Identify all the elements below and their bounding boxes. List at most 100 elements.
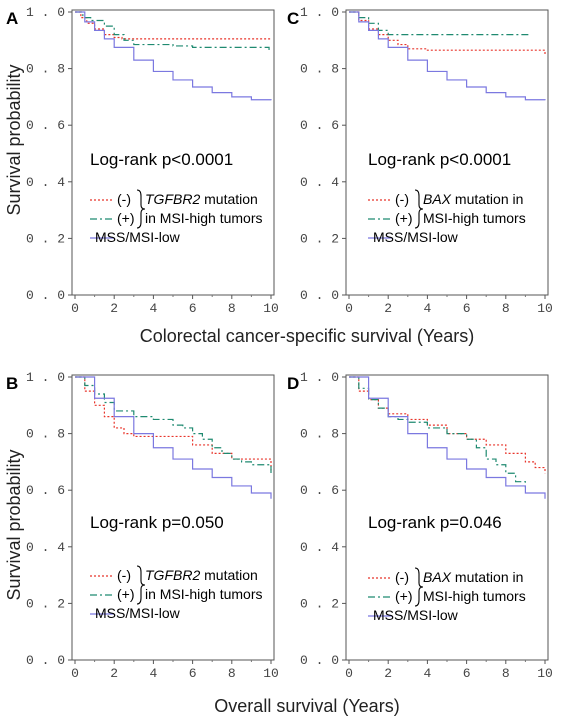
legend-prefix: (+) (117, 210, 135, 226)
legend-rest: mutation in (451, 191, 523, 207)
y-tick-label: 0 . 6 (300, 483, 339, 498)
y-tick-label: 0 . 2 (26, 596, 65, 611)
x-tick-label: 8 (228, 666, 236, 681)
survival-curve-solid (349, 376, 546, 499)
y-tick-label: 0 . 0 (300, 653, 339, 668)
x-tick-label: 0 (71, 301, 79, 316)
x-tick-label: 8 (502, 666, 510, 681)
x-tick-label: 8 (502, 301, 510, 316)
legend-prefix: (-) (395, 569, 409, 585)
legend-brace (136, 565, 146, 605)
survival-curve-solid (75, 376, 272, 499)
y-tick-label: 0 . 4 (300, 540, 339, 555)
y-tick-label: 0 . 8 (26, 427, 65, 442)
x-axis-title-bottom: Overall survival (Years) (214, 696, 399, 716)
legend-gene: TGFBR2 (145, 567, 200, 583)
x-tick-label: 0 (345, 666, 353, 681)
panel-a: A 0 . 0 0 . 2 0 . 4 0 . 6 0 . 8 1 . 0 0 2 4 6 8 10 Lo… (6, 5, 279, 316)
x-tick-label: 10 (537, 301, 553, 316)
legend-label: MSS/MSI-low (95, 229, 181, 245)
legend-brace (414, 189, 424, 229)
x-tick-label: 8 (228, 301, 236, 316)
x-tick-label: 4 (149, 666, 157, 681)
x-tick-label: 6 (463, 301, 471, 316)
y-tick-label: 0 . 4 (300, 175, 339, 190)
survival-curve-solid (349, 11, 546, 101)
legend-label: MSS/MSI-low (373, 607, 459, 623)
x-tick-label: 6 (463, 666, 471, 681)
x-tick-label: 2 (110, 301, 118, 316)
logrank-annotation: Log-rank p=0.046 (368, 513, 502, 532)
panel-letter: D (287, 374, 299, 393)
y-tick-label: 0 . 8 (26, 62, 65, 77)
x-tick-label: 0 (71, 666, 79, 681)
legend-prefix: (-) (117, 191, 131, 207)
survival-curve-dashdot (349, 11, 530, 36)
survival-curve-dashdot (349, 376, 526, 488)
panel-letter: C (287, 9, 299, 28)
survival-curve-solid (75, 11, 272, 101)
y-tick-label: 1 . 0 (26, 370, 65, 385)
legend-gene: BAX (423, 191, 452, 207)
y-axis-title-bottom: Survival probability (4, 449, 24, 600)
y-tick-label: 0 . 2 (300, 596, 339, 611)
x-tick-label: 0 (345, 301, 353, 316)
legend-prefix: (-) (395, 191, 409, 207)
legend-brace (136, 189, 146, 229)
logrank-annotation: Log-rank p=0.050 (90, 513, 224, 532)
y-tick-label: 0 . 2 (26, 231, 65, 246)
x-tick-label: 4 (423, 301, 431, 316)
legend-label: MSS/MSI-low (373, 229, 459, 245)
panel-letter: A (6, 9, 18, 28)
x-tick-label: 10 (263, 666, 279, 681)
logrank-annotation: Log-rank p<0.0001 (368, 150, 511, 169)
legend-label: in MSI-high tumors (145, 586, 262, 602)
x-tick-label: 10 (263, 301, 279, 316)
x-tick-label: 4 (423, 666, 431, 681)
x-tick-label: 2 (110, 666, 118, 681)
legend-label: TGFBR2 mutation (145, 567, 258, 583)
legend-rest: mutation (200, 191, 258, 207)
panel-letter: B (6, 374, 18, 393)
panel-c: C 0 . 0 0 . 2 0 . 4 0 . 6 0 . 8 1 . 0 0 2 4 6 8 10 Lo… (287, 5, 553, 316)
legend-label: BAX mutation in (423, 569, 523, 585)
y-tick-label: 0 . 4 (26, 175, 65, 190)
panel-d: D 0 . 0 0 . 2 0 . 4 0 . 6 0 . 8 1 . 0 0 2 4 6 8 10 Lo… (287, 370, 553, 681)
legend-prefix: (+) (117, 586, 135, 602)
x-tick-label: 2 (384, 301, 392, 316)
legend-rest: mutation (200, 567, 258, 583)
y-tick-label: 1 . 0 (26, 5, 65, 20)
legend-brace (414, 567, 424, 607)
x-tick-label: 6 (189, 666, 197, 681)
x-axis-title-top: Colorectal cancer-specific survival (Yea… (140, 326, 474, 346)
survival-curve-dotted (75, 11, 271, 40)
x-tick-label: 4 (149, 301, 157, 316)
y-tick-label: 0 . 6 (300, 118, 339, 133)
legend-label: MSS/MSI-low (95, 605, 181, 621)
legend-prefix: (+) (395, 210, 413, 226)
panels-group: A 0 . 0 0 . 2 0 . 4 0 . 6 0 . 8 1 . 0 0 2 4 6 8 10 Lo… (6, 5, 553, 681)
y-tick-label: 0 . 0 (26, 653, 65, 668)
legend-gene: BAX (423, 569, 452, 585)
y-tick-label: 0 . 6 (26, 118, 65, 133)
legend-label: MSI-high tumors (423, 588, 526, 604)
y-axis-title-top: Survival probability (4, 64, 24, 215)
x-tick-label: 2 (384, 666, 392, 681)
legend-label: in MSI-high tumors (145, 210, 262, 226)
y-tick-label: 0 . 8 (300, 427, 339, 442)
legend-label: BAX mutation in (423, 191, 523, 207)
survival-curve-dashdot (75, 376, 272, 477)
y-tick-label: 0 . 4 (26, 540, 65, 555)
legend-label: TGFBR2 mutation (145, 191, 258, 207)
y-tick-label: 0 . 2 (300, 231, 339, 246)
x-tick-label: 10 (537, 666, 553, 681)
y-tick-label: 1 . 0 (300, 370, 339, 385)
y-tick-label: 0 . 6 (26, 483, 65, 498)
legend-prefix: (-) (117, 567, 131, 583)
legend-label: MSI-high tumors (423, 210, 526, 226)
y-tick-label: 0 . 0 (300, 288, 339, 303)
legend-gene: TGFBR2 (145, 191, 200, 207)
y-tick-label: 1 . 0 (300, 5, 339, 20)
y-tick-label: 0 . 8 (300, 62, 339, 77)
